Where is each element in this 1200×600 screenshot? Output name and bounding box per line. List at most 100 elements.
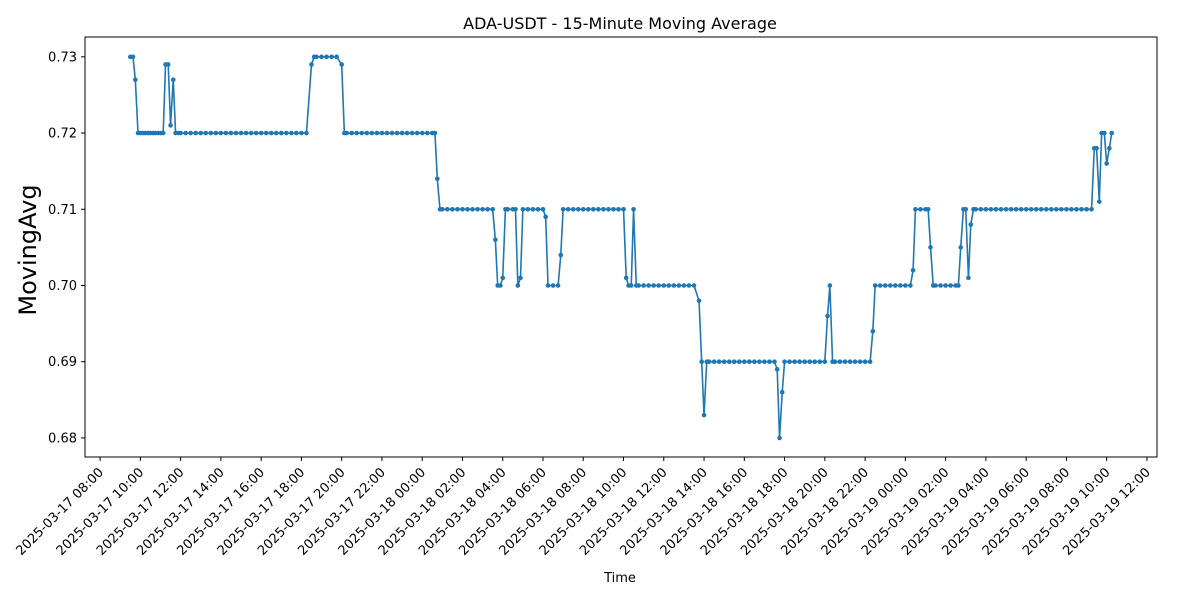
data-point	[289, 130, 294, 136]
data-point	[218, 130, 224, 136]
data-point	[1084, 206, 1089, 212]
data-point	[857, 359, 863, 365]
data-point	[716, 359, 722, 365]
data-point	[772, 359, 777, 365]
series-line	[130, 56, 1113, 439]
data-point	[349, 130, 355, 136]
data-point	[596, 206, 601, 212]
data-point	[701, 412, 707, 418]
data-point	[913, 206, 918, 212]
data-point	[938, 283, 943, 288]
data-point	[983, 206, 989, 212]
data-point	[165, 62, 171, 67]
data-point	[455, 206, 460, 212]
data-point	[908, 283, 913, 288]
data-point	[777, 435, 782, 441]
data-point	[872, 283, 878, 288]
data-point	[1033, 206, 1039, 212]
data-point	[877, 283, 883, 288]
data-point	[170, 77, 176, 82]
data-point	[903, 283, 908, 288]
data-point	[892, 283, 898, 288]
data-point	[384, 130, 390, 136]
data-point	[1094, 145, 1099, 151]
data-point	[1102, 130, 1107, 136]
data-point	[268, 130, 274, 136]
data-point	[309, 62, 314, 67]
data-point	[515, 283, 521, 288]
data-point	[898, 283, 903, 288]
data-point	[742, 359, 747, 365]
data-point	[631, 206, 636, 212]
data-point	[248, 130, 254, 136]
data-point	[545, 283, 551, 288]
data-point	[540, 206, 546, 212]
data-point	[369, 130, 375, 136]
data-point	[160, 130, 166, 136]
data-point	[379, 130, 385, 136]
data-point	[807, 359, 813, 365]
data-point	[273, 130, 279, 136]
data-point	[993, 206, 999, 212]
data-point	[910, 267, 916, 273]
data-point	[409, 130, 415, 136]
data-point	[1109, 130, 1114, 136]
data-point	[319, 54, 324, 60]
data-point	[344, 130, 350, 136]
data-point	[676, 283, 682, 288]
data-point	[928, 245, 933, 250]
data-point	[304, 130, 309, 136]
data-point	[233, 130, 239, 136]
data-point	[565, 206, 571, 212]
data-point	[721, 359, 727, 365]
data-point	[681, 283, 687, 288]
data-point	[628, 283, 634, 288]
data-point	[1104, 161, 1109, 166]
data-point	[887, 283, 893, 288]
data-point	[505, 206, 511, 212]
data-point	[1008, 206, 1014, 212]
data-point	[324, 54, 329, 60]
data-point	[168, 123, 173, 128]
data-point	[329, 54, 334, 60]
data-point	[550, 283, 556, 288]
data-point	[1003, 206, 1009, 212]
y-tick-label: 0.73	[48, 50, 77, 65]
data-point	[470, 206, 475, 212]
data-point	[747, 359, 752, 365]
data-point	[130, 54, 136, 60]
data-point	[699, 359, 704, 365]
data-point	[802, 359, 807, 365]
data-point	[1059, 206, 1064, 212]
data-point	[973, 206, 979, 212]
data-point	[178, 130, 183, 136]
data-point	[958, 245, 964, 250]
data-point	[656, 283, 662, 288]
y-tick-label: 0.69	[48, 355, 77, 370]
data-point	[334, 54, 339, 60]
data-point	[762, 359, 767, 365]
data-point	[188, 130, 193, 136]
y-axis: 0.68 0.69 0.70 0.71 0.72 0.73	[48, 50, 85, 446]
data-point	[968, 222, 974, 227]
y-tick-label: 0.68	[48, 431, 77, 446]
data-point	[1023, 206, 1029, 212]
data-point	[621, 206, 626, 212]
data-point	[782, 359, 787, 365]
data-point	[1074, 206, 1079, 212]
data-point	[1013, 206, 1019, 212]
data-point	[1079, 206, 1084, 212]
data-point	[767, 359, 772, 365]
data-point	[208, 130, 214, 136]
data-point	[460, 206, 465, 212]
axes-frame	[84, 36, 1158, 458]
data-point	[616, 206, 621, 212]
data-point	[299, 130, 304, 136]
data-point	[480, 206, 485, 212]
data-point	[827, 283, 833, 288]
data-point	[686, 283, 692, 288]
data-point	[465, 206, 470, 212]
data-point	[757, 359, 762, 365]
data-point	[203, 130, 209, 136]
